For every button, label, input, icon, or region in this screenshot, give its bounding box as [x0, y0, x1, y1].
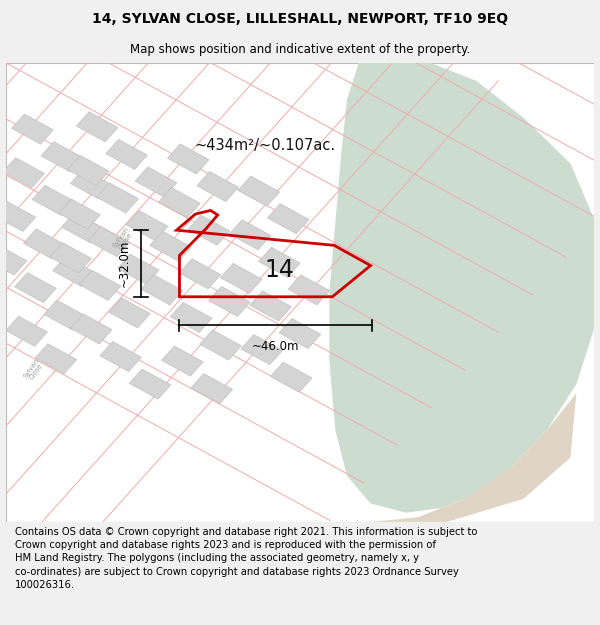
- Polygon shape: [209, 286, 250, 316]
- Polygon shape: [200, 330, 241, 360]
- Polygon shape: [0, 201, 35, 231]
- Polygon shape: [129, 369, 171, 399]
- Polygon shape: [97, 183, 139, 213]
- Polygon shape: [179, 259, 221, 289]
- Polygon shape: [188, 215, 230, 245]
- Polygon shape: [109, 298, 151, 328]
- Polygon shape: [41, 142, 83, 172]
- Polygon shape: [141, 275, 182, 305]
- Text: Map shows position and indicative extent of the property.: Map shows position and indicative extent…: [130, 42, 470, 56]
- Polygon shape: [79, 270, 121, 301]
- Polygon shape: [371, 393, 577, 522]
- Polygon shape: [23, 229, 65, 259]
- Polygon shape: [135, 167, 177, 197]
- Polygon shape: [35, 344, 77, 374]
- Text: 14: 14: [265, 258, 295, 282]
- Text: 14, SYLVAN CLOSE, LILLESHALL, NEWPORT, TF10 9EQ: 14, SYLVAN CLOSE, LILLESHALL, NEWPORT, T…: [92, 12, 508, 26]
- Polygon shape: [150, 231, 191, 261]
- Polygon shape: [271, 362, 312, 392]
- Polygon shape: [229, 220, 271, 250]
- Polygon shape: [3, 158, 44, 188]
- Text: ~46.0m: ~46.0m: [252, 340, 299, 353]
- Polygon shape: [11, 114, 53, 144]
- Polygon shape: [100, 341, 142, 371]
- Polygon shape: [62, 213, 103, 243]
- Polygon shape: [167, 144, 209, 174]
- Polygon shape: [44, 300, 86, 330]
- Polygon shape: [191, 374, 233, 404]
- Polygon shape: [50, 242, 92, 272]
- Polygon shape: [106, 139, 148, 169]
- Polygon shape: [241, 334, 283, 364]
- Polygon shape: [288, 275, 329, 305]
- Polygon shape: [67, 156, 109, 186]
- Polygon shape: [158, 188, 200, 218]
- Polygon shape: [76, 112, 118, 142]
- Polygon shape: [59, 199, 100, 229]
- Text: ~32.0m: ~32.0m: [118, 240, 131, 287]
- Polygon shape: [70, 314, 112, 344]
- Polygon shape: [88, 227, 130, 257]
- Polygon shape: [329, 62, 594, 512]
- Polygon shape: [126, 211, 168, 241]
- Polygon shape: [238, 176, 280, 206]
- Text: Contains OS data © Crown copyright and database right 2021. This information is : Contains OS data © Crown copyright and d…: [15, 527, 477, 590]
- Polygon shape: [118, 254, 159, 284]
- Polygon shape: [161, 346, 203, 376]
- Polygon shape: [268, 204, 309, 234]
- Polygon shape: [14, 272, 56, 302]
- Polygon shape: [279, 319, 321, 349]
- Polygon shape: [220, 263, 262, 294]
- Text: ~434m²/~0.107ac.: ~434m²/~0.107ac.: [194, 138, 335, 152]
- Polygon shape: [259, 248, 300, 278]
- Polygon shape: [197, 171, 239, 202]
- Polygon shape: [170, 302, 212, 332]
- Polygon shape: [70, 169, 112, 199]
- Polygon shape: [250, 291, 292, 321]
- Polygon shape: [6, 316, 47, 346]
- Polygon shape: [32, 185, 74, 216]
- Text: Sylvan
Close: Sylvan Close: [23, 358, 45, 382]
- Polygon shape: [0, 245, 27, 275]
- Text: Sylvan
Close: Sylvan Close: [112, 226, 135, 253]
- Polygon shape: [53, 256, 94, 287]
